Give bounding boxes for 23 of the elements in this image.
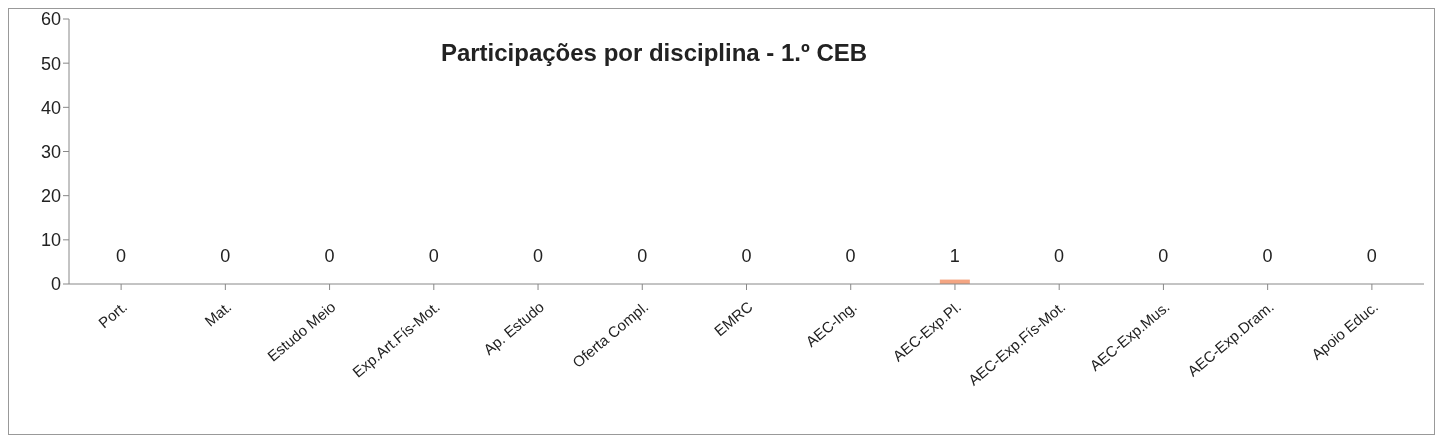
y-tick-label: 60 [40, 9, 61, 30]
y-tick-label: 40 [40, 97, 61, 118]
text: Participações por disciplina - 1.º CEB [440, 39, 868, 66]
data-label: 0 [532, 246, 543, 266]
y-tick-label: 50 [40, 53, 61, 74]
data-label: 0 [1158, 246, 1169, 266]
x-tick-label: Port. [95, 297, 131, 332]
data-label: 0 [220, 246, 231, 266]
data-label: 0 [637, 246, 648, 266]
data-label: 0 [741, 246, 752, 266]
data-label: 0 [1366, 246, 1377, 266]
data-label: 0 [1262, 246, 1273, 266]
y-tick-label: 10 [40, 230, 61, 251]
y-tick-label: 30 [40, 141, 61, 162]
data-label: 0 [1054, 246, 1065, 266]
x-tick-label: Mat. [201, 297, 235, 330]
y-tick-label: 0 [50, 274, 61, 295]
data-label: 0 [115, 246, 127, 266]
data-label: 0 [324, 246, 335, 266]
data-label: 1 [949, 246, 960, 266]
data-label: 0 [845, 246, 856, 266]
data-label: 0 [428, 246, 439, 266]
y-tick-label: 20 [40, 186, 61, 207]
